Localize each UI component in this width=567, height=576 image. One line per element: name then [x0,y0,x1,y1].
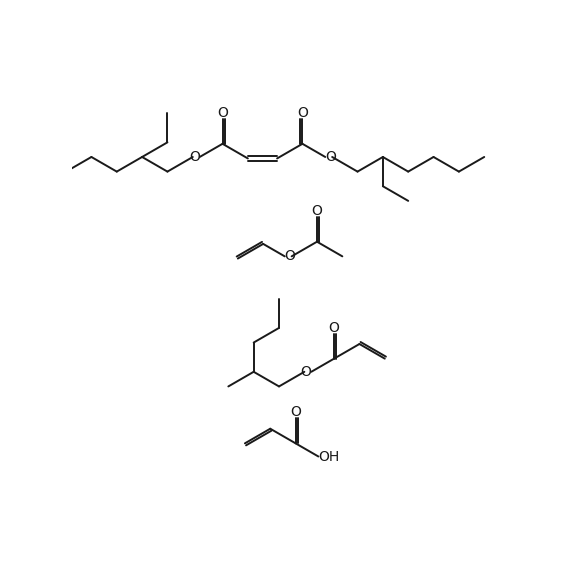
Text: O: O [290,406,301,419]
Text: O: O [189,150,200,164]
Text: OH: OH [319,449,340,464]
Text: O: O [311,204,323,218]
Text: O: O [301,365,311,379]
Text: O: O [297,106,308,120]
Text: O: O [285,249,295,263]
Text: O: O [217,106,228,120]
Text: O: O [329,321,340,335]
Text: O: O [325,150,336,164]
